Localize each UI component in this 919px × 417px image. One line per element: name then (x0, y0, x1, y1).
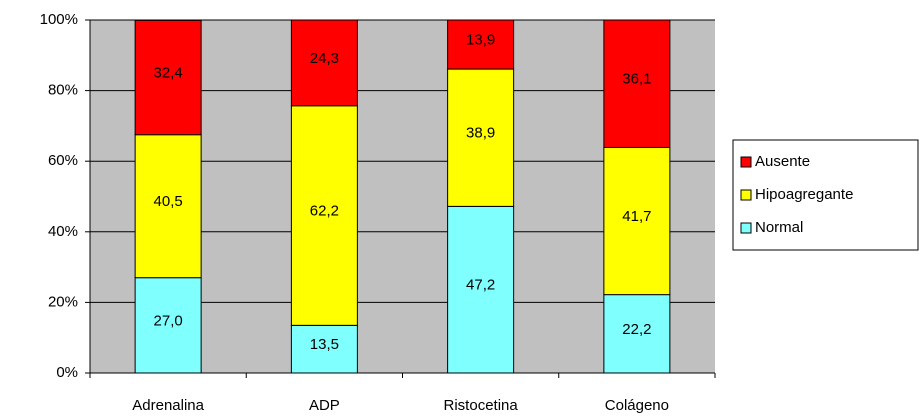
value-label: 47,2 (466, 277, 495, 294)
bar-segment (447, 19, 515, 70)
legend-label: Normal (755, 219, 803, 236)
value-label: 38,9 (466, 125, 495, 142)
legend-box (732, 139, 919, 251)
y-tick-label: 60% (48, 152, 78, 169)
bar-segment (290, 105, 358, 326)
value-label: 36,1 (622, 71, 651, 88)
value-label: 32,4 (154, 65, 183, 82)
y-tick-label: 100% (40, 11, 78, 28)
bar-segment (290, 19, 358, 107)
bar-segment (603, 19, 671, 148)
y-tick-label: 20% (48, 293, 78, 310)
x-tick-label: ADP (309, 397, 340, 414)
value-label: 22,2 (622, 321, 651, 338)
value-label: 24,3 (310, 50, 339, 67)
value-label: 41,7 (622, 208, 651, 225)
value-label: 62,2 (310, 203, 339, 220)
value-label: 13,5 (310, 336, 339, 353)
bar-segment (447, 205, 515, 374)
bar-segment (134, 19, 202, 136)
value-label: 27,0 (154, 312, 183, 329)
bar-segment (134, 134, 202, 279)
legend-swatch (740, 189, 752, 201)
legend-label: Ausente (755, 153, 810, 170)
bar-segment (134, 277, 202, 374)
bar-segment (603, 146, 671, 296)
x-tick-label: Colágeno (605, 397, 669, 414)
legend-label: Hipoagregante (755, 186, 853, 203)
y-tick-label: 0% (56, 364, 78, 381)
y-tick-label: 80% (48, 82, 78, 99)
value-label: 13,9 (466, 32, 495, 49)
legend-swatch (740, 156, 752, 168)
legend-swatch (740, 222, 752, 234)
bar-segment (603, 294, 671, 374)
y-tick-label: 40% (48, 223, 78, 240)
x-tick-label: Adrenalina (132, 397, 204, 414)
value-label: 40,5 (154, 193, 183, 210)
x-tick-label: Ristocetina (444, 397, 519, 414)
